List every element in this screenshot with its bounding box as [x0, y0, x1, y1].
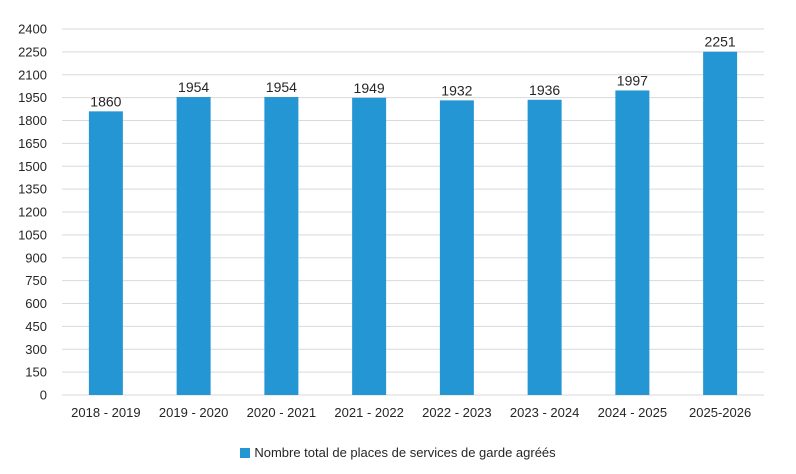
bars	[88, 51, 738, 396]
bar	[703, 51, 738, 395]
y-tick-label: 1950	[18, 90, 47, 105]
x-tick-label: 2020 - 2021	[247, 405, 316, 420]
y-tick-label: 2400	[18, 22, 47, 37]
y-tick-label: 1050	[18, 227, 47, 242]
data-labels: 1860 1954 1954 1949 1932 1936 1997 2251	[90, 34, 736, 110]
y-axis-ticks: 0 150 300 450 600 750 900 1050 1200 1350 1500 1650 1…	[18, 22, 47, 403]
x-tick-label: 2019 - 2020	[159, 405, 228, 420]
y-tick-label: 1200	[18, 205, 47, 220]
y-tick-label: 1500	[18, 159, 47, 174]
x-tick-label: 2018 - 2019	[71, 405, 140, 420]
data-label: 1997	[617, 72, 648, 88]
bar	[176, 97, 211, 395]
x-tick-label: 2024 - 2025	[598, 405, 667, 420]
y-tick-label: 150	[25, 365, 47, 380]
y-tick-label: 450	[25, 319, 47, 334]
y-tick-label: 900	[25, 250, 47, 265]
y-tick-label: 1350	[18, 182, 47, 197]
y-tick-label: 2100	[18, 67, 47, 82]
x-tick-label: 2022 - 2023	[422, 405, 491, 420]
y-tick-label: 0	[40, 388, 47, 403]
y-tick-label: 600	[25, 296, 47, 311]
bar	[615, 90, 650, 396]
y-tick-label: 300	[25, 342, 47, 357]
data-label: 1936	[529, 82, 560, 98]
data-label: 1954	[266, 79, 297, 95]
x-tick-label: 2023 - 2024	[510, 405, 579, 420]
x-axis-ticks: 2018 - 2019 2019 - 2020 2020 - 2021 2021 - …	[71, 405, 751, 420]
bar	[352, 97, 387, 395]
y-tick-label: 1800	[18, 113, 47, 128]
legend-label: Nombre total de places de services de ga…	[254, 445, 556, 460]
y-tick-label: 1650	[18, 136, 47, 151]
data-label: 2251	[705, 34, 736, 50]
bar	[527, 99, 562, 395]
x-tick-label: 2021 - 2022	[334, 405, 403, 420]
y-tick-label: 2250	[18, 44, 47, 59]
bar	[88, 111, 123, 395]
legend: Nombre total de places de services de ga…	[0, 444, 796, 462]
bar	[264, 97, 299, 395]
bar	[439, 100, 474, 396]
legend-swatch	[240, 447, 251, 458]
x-tick-label: 2025-2026	[689, 405, 751, 420]
y-tick-label: 750	[25, 273, 47, 288]
data-label: 1954	[178, 79, 209, 95]
data-label: 1860	[90, 93, 121, 109]
data-label: 1932	[441, 82, 472, 98]
gridlines	[62, 28, 764, 396]
data-label: 1949	[354, 80, 385, 96]
